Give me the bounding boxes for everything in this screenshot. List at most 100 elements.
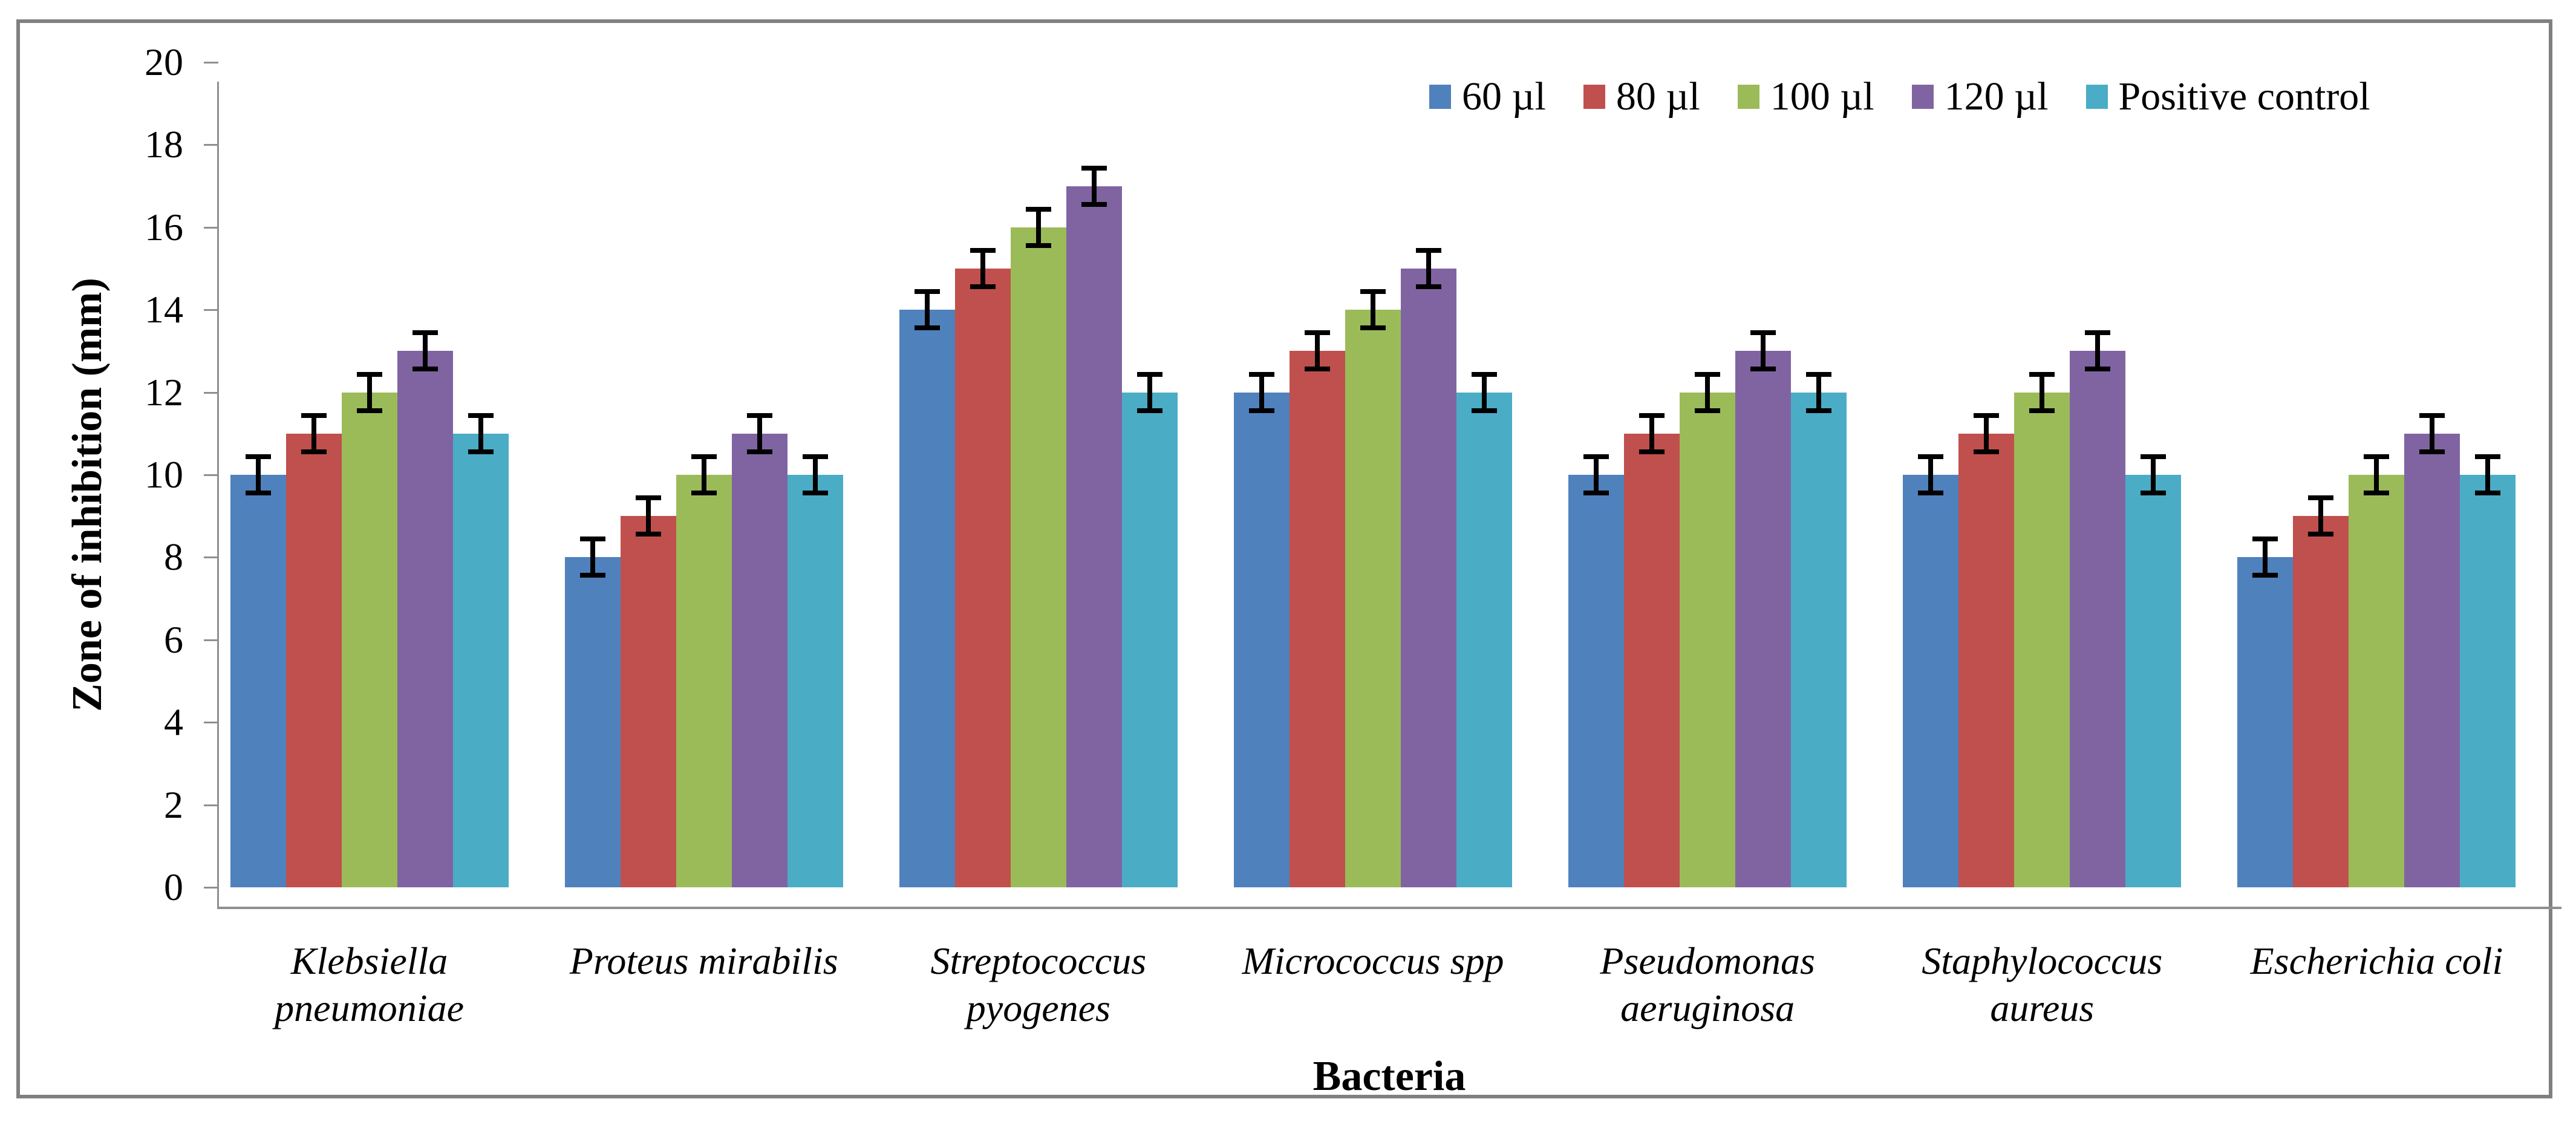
error-bar-top-cap [356, 371, 382, 377]
bar-100-µl [676, 475, 732, 887]
legend-swatch [1583, 85, 1605, 109]
error-bar-line [2430, 413, 2435, 454]
category-label-line: Pseudomonas [1600, 939, 1815, 982]
error-bar-top-cap [412, 330, 438, 336]
bar-120-µl [1735, 351, 1792, 887]
error-bar-line [367, 371, 372, 413]
error-bar [970, 247, 996, 290]
error-bar-line [812, 454, 818, 496]
legend-swatch [2085, 85, 2108, 109]
error-bar-top-cap [1918, 454, 1944, 459]
legend-swatch [1737, 85, 1759, 109]
error-bar [1695, 371, 1721, 413]
legend-swatch [1911, 85, 1934, 109]
error-bar-line [255, 454, 261, 496]
legend-item: 80 µl [1583, 75, 1700, 119]
error-bar-line [980, 247, 985, 290]
error-bar-bottom-cap [245, 491, 271, 496]
error-bar-line [1315, 330, 1320, 372]
y-tick-label: 20 [145, 41, 183, 83]
error-bar-bottom-cap [301, 449, 327, 454]
error-bar-line [701, 454, 706, 496]
error-bar-top-cap [1472, 371, 1497, 377]
category-label-line: Escherichia coli [2250, 939, 2503, 982]
bar-80-µl [2293, 516, 2349, 887]
error-bar [2141, 454, 2167, 496]
category-label-line: aeruginosa [1620, 987, 1795, 1029]
bar-120-µl [2404, 433, 2460, 887]
error-bar-line [645, 495, 651, 537]
error-bar-bottom-cap [468, 449, 494, 454]
error-bar-line [590, 537, 595, 578]
y-tick-label: 14 [145, 288, 183, 331]
error-bar-top-cap [1750, 330, 1776, 336]
category-label: Staphylococcus aureus [1863, 938, 2222, 1032]
bar-positive-control [1121, 392, 1178, 887]
error-bar-line [1761, 330, 1766, 372]
y-tick [204, 556, 218, 559]
error-bar-top-cap [1695, 371, 1721, 377]
error-bar [1360, 289, 1386, 331]
error-bar-top-cap [245, 454, 271, 459]
bar-positive-control [1456, 392, 1512, 887]
error-bar [1974, 413, 2000, 454]
bar-60-µl [1903, 475, 1959, 887]
bar-120-µl [1401, 269, 1456, 887]
bar-positive-control [2125, 475, 2182, 887]
y-tick-label: 10 [145, 453, 183, 496]
bar-positive-control [452, 433, 509, 887]
x-axis-line [217, 907, 2561, 909]
error-bar-bottom-cap [1305, 367, 1330, 372]
error-bar-top-cap [1360, 289, 1386, 295]
error-bar-top-cap [1305, 330, 1330, 336]
category-label-line: pyogenes [966, 987, 1110, 1029]
error-bar [301, 413, 327, 454]
category-label-line: Klebsiella [290, 939, 448, 982]
legend-item: 100 µl [1737, 74, 1874, 119]
y-axis-line [217, 82, 219, 909]
error-bar [635, 495, 661, 537]
error-bar [802, 454, 828, 496]
error-bar [2364, 454, 2390, 496]
error-bar-bottom-cap [1360, 325, 1386, 331]
error-bar-bottom-cap [1583, 491, 1609, 496]
error-bar-top-cap [1081, 165, 1107, 171]
y-axis-title: Zone of inhibition (mm) [64, 278, 111, 712]
bar-60-µl [899, 310, 955, 887]
bar-80-µl [954, 269, 1011, 887]
error-bar [2085, 330, 2111, 372]
category-label: Micrococcus spp [1193, 938, 1552, 985]
bar-100-µl [2349, 475, 2405, 887]
error-bar-top-cap [2475, 454, 2501, 459]
error-bar [412, 330, 438, 372]
error-bar-line [1259, 371, 1264, 413]
error-bar-top-cap [635, 495, 661, 501]
y-tick [204, 887, 218, 889]
error-bar-line [2374, 454, 2379, 496]
error-bar-line [2151, 454, 2156, 496]
legend: 60 µl 80 µl 100 µl 120 µl Positive control [1429, 75, 2370, 119]
legend-label: 80 µl [1616, 74, 1700, 119]
error-bar-line [2095, 330, 2101, 372]
error-bar-line [422, 330, 428, 372]
error-bar-bottom-cap [746, 449, 772, 454]
error-bar-top-cap [2252, 537, 2278, 542]
bar-120-µl [2070, 351, 2126, 887]
error-bar-bottom-cap [2029, 408, 2055, 413]
error-bar-top-cap [2419, 413, 2445, 418]
error-bar-bottom-cap [1416, 284, 1441, 290]
error-bar [2475, 454, 2501, 496]
legend-label: 100 µl [1770, 74, 1874, 119]
bar-80-µl [1624, 433, 1680, 887]
error-bar-line [1147, 371, 1152, 413]
error-bar-top-cap [2141, 454, 2167, 459]
error-bar-line [924, 289, 930, 331]
error-bar-line [311, 413, 316, 454]
error-bar-bottom-cap [1081, 201, 1107, 207]
error-bar [1472, 371, 1497, 413]
category-label: Pseudomonas aeruginosa [1528, 938, 1887, 1032]
error-bar [746, 413, 772, 454]
error-bar-bottom-cap [2085, 367, 2111, 372]
legend-label: 60 µl [1462, 74, 1546, 119]
error-bar-bottom-cap [1639, 449, 1665, 454]
